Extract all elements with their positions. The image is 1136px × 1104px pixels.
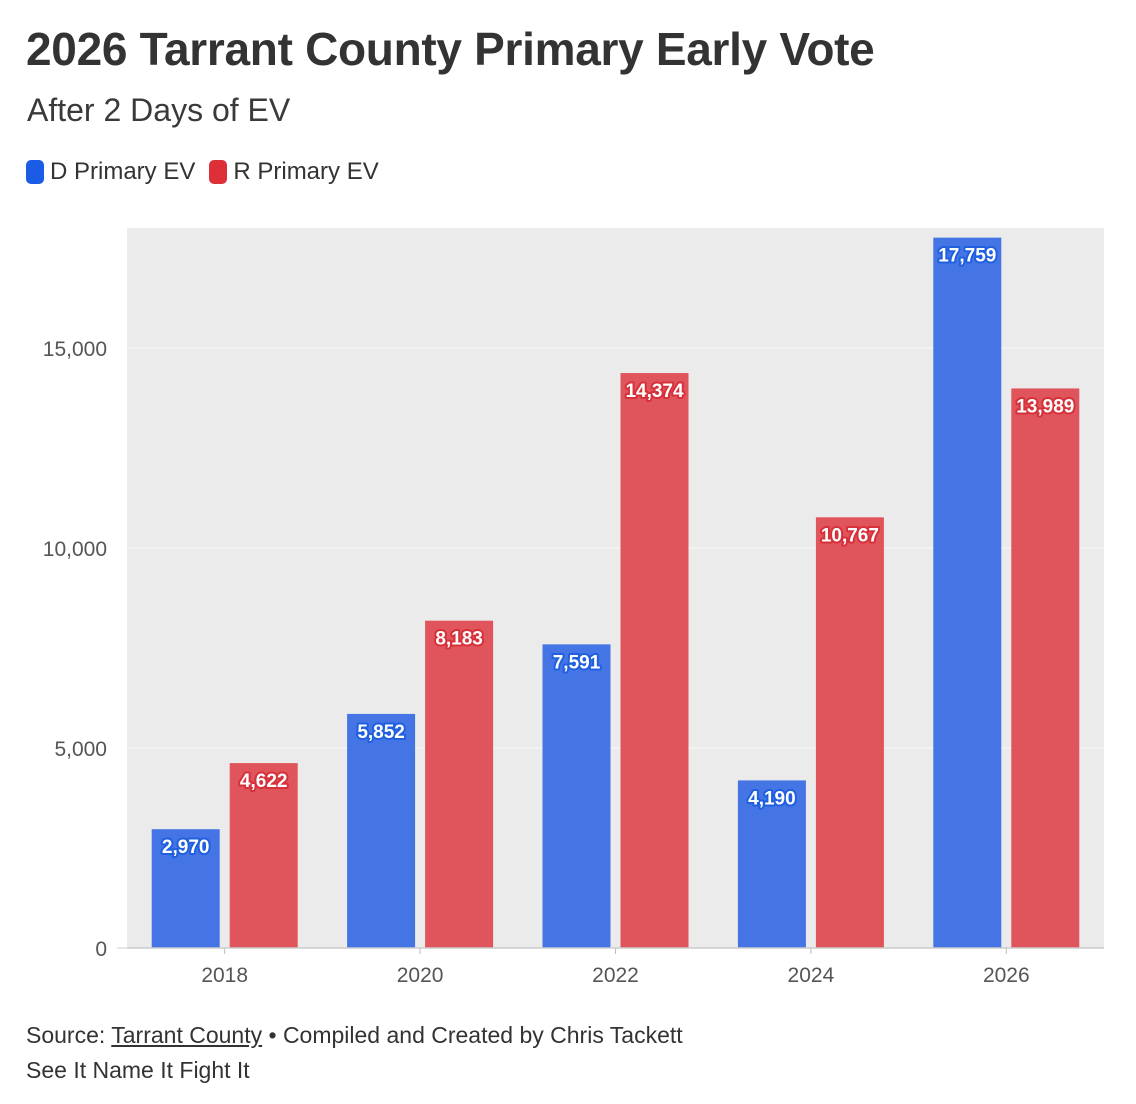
bar-d-2018[interactable] <box>151 829 220 948</box>
legend-item-d[interactable]: D Primary EV <box>26 158 195 186</box>
tagline: See It Name It Fight It <box>26 1057 250 1083</box>
legend-swatch-r <box>209 160 228 184</box>
bar-d-2020[interactable] <box>347 713 416 948</box>
chart-title: 2026 Tarrant County Primary Early Vote <box>26 23 875 75</box>
bar-chart: 0 5,000 10,000 15,000 2,970 4,622 2018 5,852 8,1… <box>43 228 1104 987</box>
data-label-r-2020: 8,183 <box>435 629 483 650</box>
bar-r-2022[interactable] <box>620 373 689 948</box>
data-label-r-2022: 14,374 <box>625 381 684 402</box>
bar-r-2020[interactable] <box>425 620 494 948</box>
x-tick-label: 2026 <box>983 964 1030 987</box>
legend: D Primary EV R Primary EV <box>26 158 393 186</box>
legend-label-d: D Primary EV <box>50 158 196 185</box>
bar-d-2022[interactable] <box>542 644 611 948</box>
data-label-r-2024: 10,767 <box>821 525 879 546</box>
chart-subtitle: After 2 Days of EV <box>27 92 291 128</box>
y-tick-label: 15,000 <box>43 338 107 361</box>
x-tick-label: 2018 <box>201 964 248 987</box>
source-line: Source: Tarrant County • Compiled and Cr… <box>26 1018 683 1053</box>
legend-swatch-d <box>26 160 44 184</box>
data-label-d-2026: 17,759 <box>938 246 996 267</box>
source-link[interactable]: Tarrant County <box>111 1022 263 1048</box>
y-tick-label: 0 <box>95 938 107 961</box>
data-label-d-2024: 4,190 <box>748 788 796 809</box>
data-label-r-2018: 4,622 <box>240 771 288 792</box>
legend-label-r: R Primary EV <box>233 158 379 185</box>
data-label-d-2018: 2,970 <box>162 837 210 858</box>
data-label-d-2022: 7,591 <box>553 652 601 673</box>
x-tick-label: 2024 <box>788 964 835 987</box>
bar-r-2024[interactable] <box>815 517 884 948</box>
legend-item-r[interactable]: R Primary EV <box>209 158 379 186</box>
bar-r-2018[interactable] <box>229 763 298 948</box>
data-label-d-2020: 5,852 <box>357 722 405 743</box>
source-suffix: • Compiled and Created by Chris Tackett <box>262 1022 683 1048</box>
y-tick-label: 10,000 <box>43 538 107 561</box>
bar-r-2026[interactable] <box>1011 388 1080 948</box>
bar-d-2024[interactable] <box>737 780 806 948</box>
data-label-r-2026: 13,989 <box>1016 396 1074 417</box>
footer: Source: Tarrant County • Compiled and Cr… <box>26 1018 683 1088</box>
source-prefix: Source: <box>26 1022 112 1048</box>
x-tick-label: 2020 <box>397 964 444 987</box>
y-tick-label: 5,000 <box>54 738 107 761</box>
bar-d-2026[interactable] <box>933 237 1002 948</box>
x-tick-label: 2022 <box>592 964 639 987</box>
